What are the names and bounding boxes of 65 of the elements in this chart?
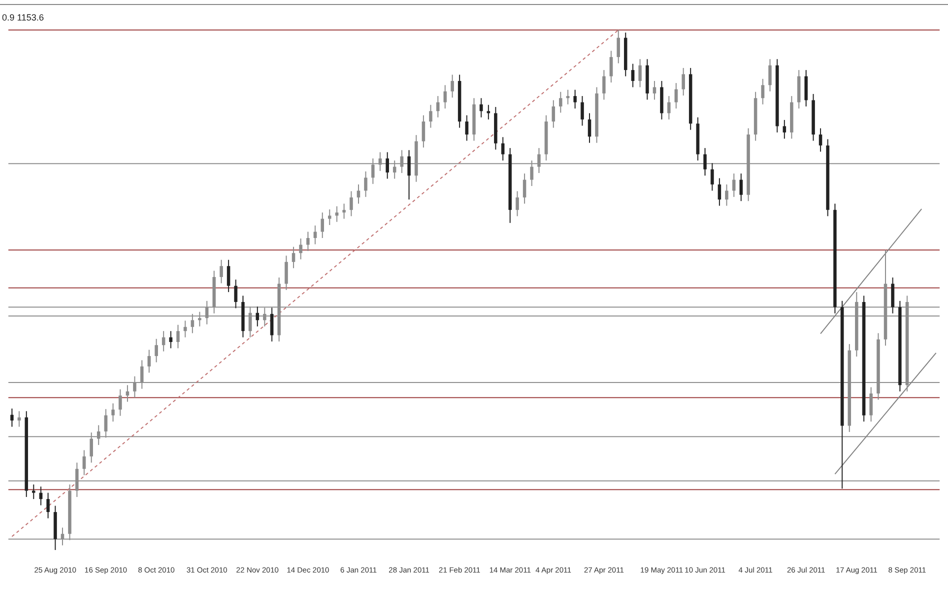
candlestick bbox=[306, 231, 310, 252]
candlestick bbox=[559, 91, 562, 114]
candlestick bbox=[480, 98, 483, 118]
candlestick bbox=[891, 277, 894, 314]
candlestick bbox=[169, 330, 172, 349]
candlestick bbox=[299, 238, 302, 260]
candlestick bbox=[364, 170, 368, 198]
candlestick bbox=[18, 410, 21, 428]
candlestick bbox=[184, 320, 187, 338]
candlestick bbox=[148, 349, 151, 374]
candlestick bbox=[118, 388, 122, 416]
candlestick bbox=[328, 208, 332, 226]
candlestick bbox=[82, 450, 86, 476]
candlestick bbox=[818, 128, 822, 152]
candlestick bbox=[782, 119, 786, 140]
candlestick bbox=[270, 307, 274, 342]
candlestick bbox=[718, 178, 722, 206]
candlestick bbox=[710, 162, 714, 192]
candlestick bbox=[39, 486, 42, 506]
candlestick bbox=[674, 82, 678, 110]
candlestick bbox=[46, 492, 50, 519]
candlestick bbox=[638, 58, 642, 88]
candlestick bbox=[407, 150, 411, 200]
candlestick bbox=[154, 338, 158, 363]
candlestick bbox=[292, 246, 296, 269]
candlestick bbox=[422, 114, 426, 148]
candlestick bbox=[566, 89, 570, 105]
candlestick bbox=[516, 190, 519, 217]
candlestick bbox=[320, 212, 324, 238]
candlestick bbox=[616, 30, 620, 64]
candlestick bbox=[176, 324, 180, 349]
candlestick bbox=[226, 259, 230, 293]
candlestick bbox=[429, 104, 432, 128]
candlestick bbox=[356, 184, 360, 204]
candlestick bbox=[234, 279, 238, 309]
candlestick bbox=[314, 225, 317, 245]
candlestick bbox=[725, 184, 728, 206]
candlestick bbox=[522, 173, 526, 204]
candlestick bbox=[386, 152, 389, 180]
candlestick bbox=[552, 100, 556, 128]
text: 0.9 1153.6 bbox=[2, 12, 44, 22]
candlestick bbox=[580, 96, 584, 126]
candlestick bbox=[602, 70, 606, 100]
candlestick bbox=[804, 70, 808, 107]
candlestick bbox=[652, 80, 656, 100]
candlestick bbox=[350, 190, 353, 217]
candlestick bbox=[682, 67, 685, 96]
candlestick bbox=[703, 148, 707, 176]
candlestick bbox=[610, 50, 613, 84]
candlestick bbox=[739, 173, 743, 202]
candlestick bbox=[761, 78, 764, 105]
candlestick bbox=[573, 89, 577, 110]
candlestick bbox=[444, 84, 447, 110]
candlestick bbox=[111, 402, 115, 422]
candlestick bbox=[869, 386, 873, 422]
candlestick bbox=[465, 114, 468, 142]
candlestick bbox=[450, 74, 454, 98]
candlestick bbox=[631, 63, 634, 88]
candlestick bbox=[588, 112, 592, 144]
candlestick bbox=[335, 206, 338, 222]
candlestick bbox=[284, 255, 288, 290]
candlestick bbox=[768, 58, 772, 92]
candlestick bbox=[501, 136, 504, 162]
candlestick bbox=[220, 259, 223, 284]
candlestick bbox=[32, 484, 36, 500]
